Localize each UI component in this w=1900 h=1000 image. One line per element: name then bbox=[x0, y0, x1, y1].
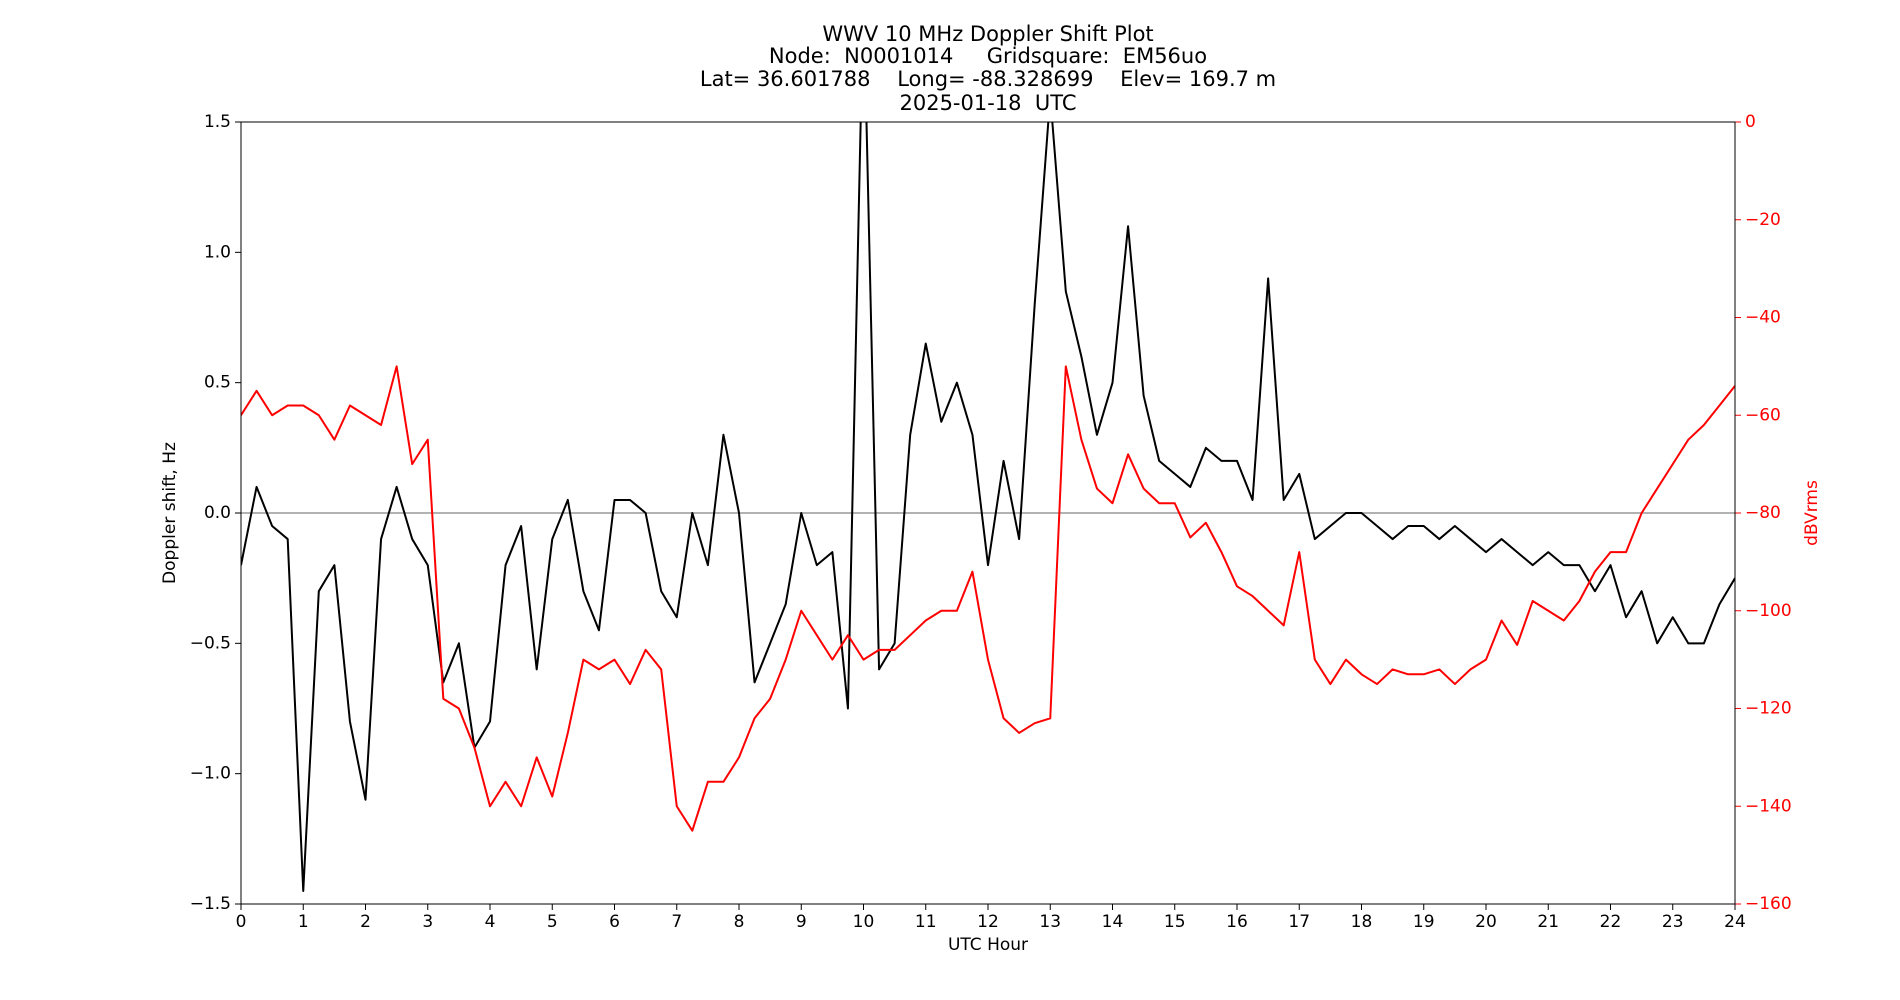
x-tick-label: 11 bbox=[915, 912, 937, 932]
y-tick-label: 1.0 bbox=[204, 242, 231, 262]
x-tick-label: 20 bbox=[1475, 912, 1497, 932]
x-tick-label: 1 bbox=[298, 912, 309, 932]
y2-tick-label: −20 bbox=[1745, 210, 1781, 230]
y-axis-label: Doppler shift, Hz bbox=[160, 442, 180, 584]
chart-title: WWV 10 MHz Doppler Shift Plot bbox=[822, 22, 1153, 46]
x-tick-label: 24 bbox=[1724, 912, 1746, 932]
x-tick-label: 7 bbox=[671, 912, 682, 932]
x-tick-label: 9 bbox=[796, 912, 807, 932]
x-tick-label: 17 bbox=[1288, 912, 1310, 932]
x-tick-label: 8 bbox=[734, 912, 745, 932]
x-tick-label: 15 bbox=[1164, 912, 1186, 932]
x-tick-label: 12 bbox=[977, 912, 999, 932]
chart-subtitle: 2025-01-18 UTC bbox=[899, 91, 1076, 115]
y-tick-label: −1.0 bbox=[190, 764, 231, 784]
x-tick-label: 4 bbox=[485, 912, 496, 932]
y-tick-label: −1.5 bbox=[190, 894, 231, 914]
y2-tick-label: −120 bbox=[1745, 699, 1792, 719]
x-tick-label: 14 bbox=[1102, 912, 1124, 932]
x-tick-label: 13 bbox=[1039, 912, 1061, 932]
x-tick-label: 5 bbox=[547, 912, 558, 932]
x-tick-label: 16 bbox=[1226, 912, 1248, 932]
y-tick-label: 1.5 bbox=[204, 112, 231, 132]
y-tick-label: 0.5 bbox=[204, 373, 231, 393]
x-tick-label: 23 bbox=[1662, 912, 1684, 932]
y2-tick-label: −60 bbox=[1745, 405, 1781, 425]
plot-frame bbox=[240, 121, 1736, 905]
y-tick-label: −0.5 bbox=[190, 633, 231, 653]
x-tick-label: 18 bbox=[1351, 912, 1373, 932]
y2-tick-label: −80 bbox=[1745, 503, 1781, 523]
chart-subtitle: Lat= 36.601788 Long= -88.328699 Elev= 16… bbox=[700, 67, 1276, 91]
x-axis-label: UTC Hour bbox=[948, 935, 1028, 955]
x-tick-label: 0 bbox=[236, 912, 247, 932]
x-tick-label: 22 bbox=[1600, 912, 1622, 932]
x-tick-label: 3 bbox=[422, 912, 433, 932]
x-tick-label: 6 bbox=[609, 912, 620, 932]
y2-tick-label: −140 bbox=[1745, 796, 1792, 816]
x-tick-label: 2 bbox=[360, 912, 371, 932]
x-tick-label: 10 bbox=[853, 912, 875, 932]
y2-tick-label: −160 bbox=[1745, 894, 1792, 914]
y2-tick-label: −40 bbox=[1745, 308, 1781, 328]
y-tick-label: 0.0 bbox=[204, 503, 231, 523]
series-line bbox=[241, 365, 1735, 832]
y2-tick-label: 0 bbox=[1745, 112, 1756, 132]
y2-axis-label: dBVrms bbox=[1802, 480, 1822, 546]
series-line bbox=[241, 122, 1735, 892]
chart-subtitle: Node: N0001014 Gridsquare: EM56uo bbox=[769, 44, 1207, 68]
x-tick-label: 21 bbox=[1537, 912, 1559, 932]
y2-tick-label: −100 bbox=[1745, 601, 1792, 621]
x-tick-label: 19 bbox=[1413, 912, 1435, 932]
